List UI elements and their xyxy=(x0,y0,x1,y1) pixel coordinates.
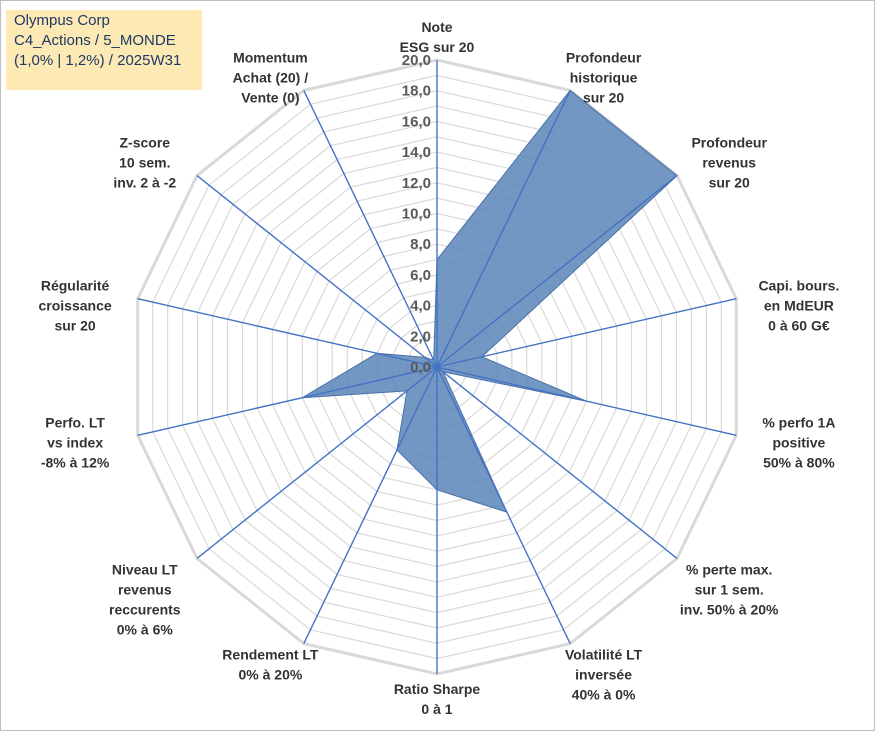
axis-label: Z-score 10 sem. inv. 2 à -2 xyxy=(113,135,176,191)
tick-label: 16,0 xyxy=(402,113,431,130)
weights-and-week: (1,0% | 1,2%) / 2025W31 xyxy=(14,52,182,69)
tick-label: 14,0 xyxy=(402,144,431,161)
tick-label: 18,0 xyxy=(402,83,431,100)
axis-spoke xyxy=(436,366,737,436)
tick-label: 0,0 xyxy=(410,359,431,376)
axis-spoke xyxy=(436,366,678,559)
axis-spoke xyxy=(436,298,737,368)
axis-spoke xyxy=(436,366,571,644)
axis-spoke xyxy=(303,90,438,368)
axis-spoke xyxy=(303,366,438,644)
axis-spoke xyxy=(137,366,438,436)
tick-label: 12,0 xyxy=(402,175,431,192)
axis-label: Régularité croissance sur 20 xyxy=(39,278,112,334)
company-name: Olympus Corp xyxy=(14,12,110,29)
axis-label: Capi. bours. en MdEUR 0 à 60 G€ xyxy=(758,278,839,334)
tick-label: 4,0 xyxy=(410,298,431,315)
axis-label: Note ESG sur 20 xyxy=(400,19,475,55)
axis-label: Profondeur historique sur 20 xyxy=(566,49,642,105)
axis-spoke xyxy=(436,90,571,368)
tick-label: 8,0 xyxy=(410,236,431,253)
portfolio-path: C4_Actions / 5_MONDE xyxy=(14,32,176,49)
axis-spoke xyxy=(137,298,438,368)
axis-spoke xyxy=(436,175,678,368)
axis-label: % perte max. sur 1 sem. inv. 50% à 20% xyxy=(680,561,779,617)
axis-label: % perfo 1A positive 50% à 80% xyxy=(762,414,835,470)
chart-title-box: Olympus Corp C4_Actions / 5_MONDE (1,0% … xyxy=(6,10,202,90)
axis-label: Ratio Sharpe 0 à 1 xyxy=(394,681,481,717)
axis-spoke xyxy=(196,175,438,368)
axis-label: Niveau LT revenus reccurents 0% à 6% xyxy=(109,561,181,637)
tick-label: 10,0 xyxy=(402,206,431,223)
axis-label: Momentum Achat (20) / Vente (0) xyxy=(233,49,309,105)
axis-spoke xyxy=(196,366,438,559)
axis-label: Perfo. LT vs index -8% à 12% xyxy=(41,414,110,470)
axis-label: Rendement LT 0% à 20% xyxy=(222,647,319,683)
tick-label: 2,0 xyxy=(410,328,431,345)
axis-label: Volatilité LT inversée 40% à 0% xyxy=(565,647,643,703)
tick-label: 6,0 xyxy=(410,267,431,284)
axis-label: Profondeur revenus sur 20 xyxy=(691,135,767,191)
tick-label: 20,0 xyxy=(402,52,431,69)
